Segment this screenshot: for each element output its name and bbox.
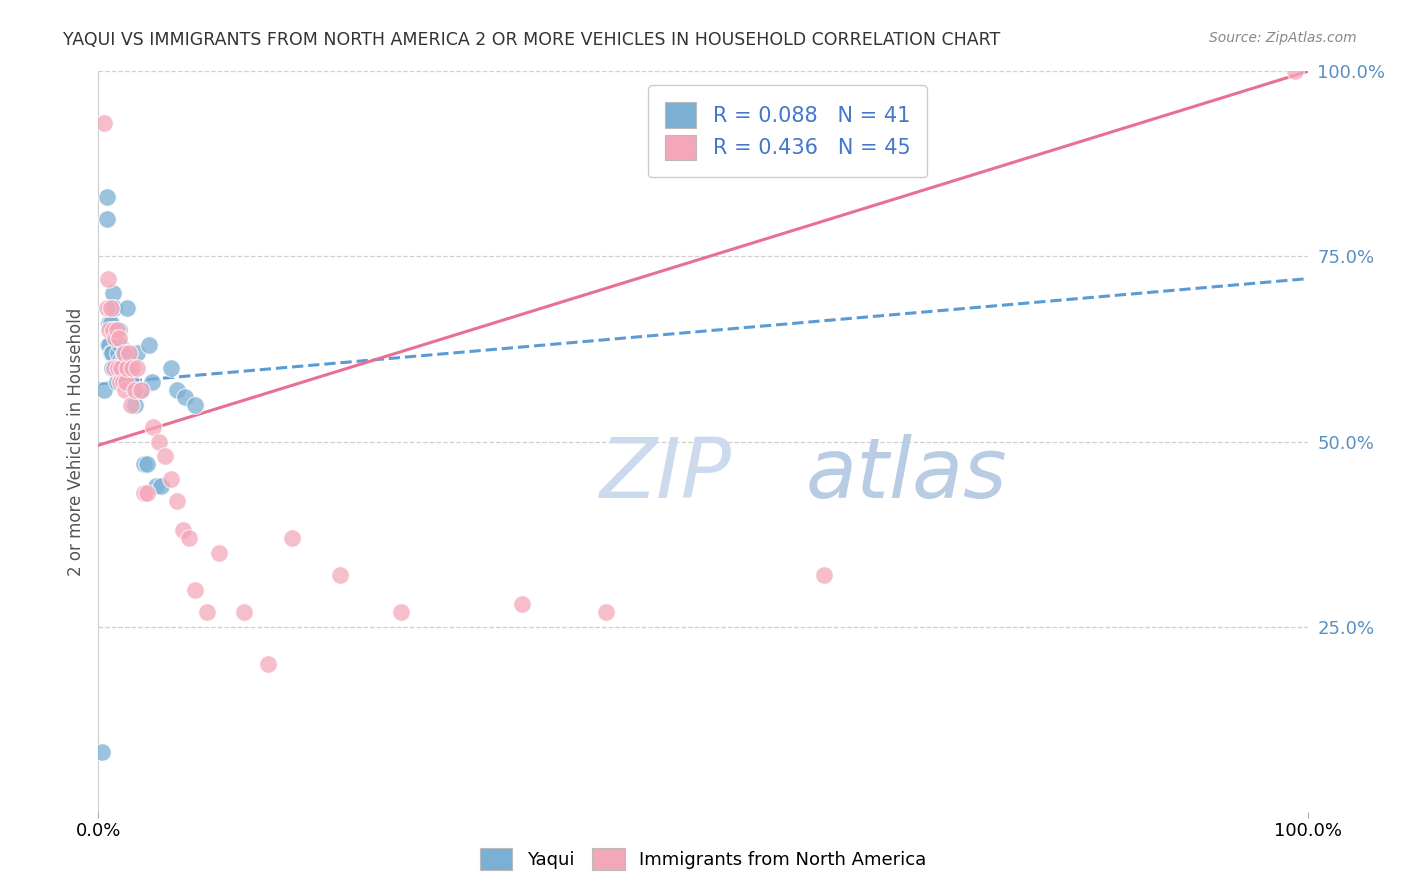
Point xyxy=(100,360,122,375)
Point xyxy=(166,493,188,508)
Point xyxy=(134,457,156,471)
Point xyxy=(108,338,131,352)
Point xyxy=(111,353,134,368)
Point xyxy=(281,531,304,545)
Point xyxy=(108,331,131,345)
Point xyxy=(108,376,131,390)
Point xyxy=(329,567,352,582)
Point xyxy=(108,353,131,368)
Point xyxy=(108,324,131,338)
Point xyxy=(111,376,134,390)
Text: atlas: atlas xyxy=(806,434,1008,516)
Point xyxy=(97,338,120,352)
Point xyxy=(510,598,533,612)
Point xyxy=(112,345,135,359)
Point xyxy=(166,383,188,397)
Point xyxy=(98,324,121,338)
Point xyxy=(127,360,149,375)
Point xyxy=(256,657,278,671)
Point xyxy=(104,331,127,345)
Legend: R = 0.088   N = 41, R = 0.436   N = 45: R = 0.088 N = 41, R = 0.436 N = 45 xyxy=(648,86,927,177)
Point xyxy=(184,582,207,597)
Point xyxy=(103,360,125,375)
Point xyxy=(93,383,115,397)
Point xyxy=(103,324,125,338)
Point xyxy=(179,531,201,545)
Text: YAQUI VS IMMIGRANTS FROM NORTH AMERICA 2 OR MORE VEHICLES IN HOUSEHOLD CORRELATI: YAQUI VS IMMIGRANTS FROM NORTH AMERICA 2… xyxy=(63,31,1001,49)
Point xyxy=(174,390,197,404)
Point xyxy=(100,316,122,330)
Point xyxy=(150,479,173,493)
Point xyxy=(101,324,124,338)
Point xyxy=(110,368,132,382)
Point xyxy=(100,345,122,359)
Point xyxy=(93,116,115,130)
Y-axis label: 2 or more Vehicles in Household: 2 or more Vehicles in Household xyxy=(66,308,84,575)
Point xyxy=(104,324,127,338)
Text: ZIP: ZIP xyxy=(600,434,733,516)
Point xyxy=(96,212,118,227)
Point xyxy=(117,360,139,375)
Point xyxy=(138,338,160,352)
Point xyxy=(120,398,142,412)
Point xyxy=(98,316,121,330)
Point xyxy=(112,345,135,359)
Point xyxy=(105,376,128,390)
Point xyxy=(96,190,118,204)
Point xyxy=(129,383,152,397)
Point xyxy=(96,301,118,316)
Point xyxy=(103,301,125,316)
Point xyxy=(115,360,138,375)
Point xyxy=(148,434,170,449)
Point xyxy=(142,419,165,434)
Point xyxy=(208,546,231,560)
Point xyxy=(153,450,176,464)
Point xyxy=(115,376,138,390)
Point xyxy=(389,605,412,619)
Point xyxy=(120,376,142,390)
Point xyxy=(105,324,128,338)
Point xyxy=(91,746,114,760)
Point xyxy=(195,605,218,619)
Point xyxy=(141,376,163,390)
Point xyxy=(145,479,167,493)
Point xyxy=(114,345,136,359)
Point xyxy=(98,338,121,352)
Point xyxy=(100,301,122,316)
Point xyxy=(232,605,254,619)
Point xyxy=(127,345,149,359)
Point xyxy=(117,301,139,316)
Legend: Yaqui, Immigrants from North America: Yaqui, Immigrants from North America xyxy=(472,840,934,877)
Point xyxy=(118,345,141,359)
Point xyxy=(124,398,146,412)
Point xyxy=(114,383,136,397)
Point xyxy=(135,486,157,500)
Point xyxy=(100,345,122,359)
Point xyxy=(107,360,129,375)
Point xyxy=(595,605,617,619)
Point xyxy=(134,486,156,500)
Point xyxy=(1284,64,1306,78)
Text: Source: ZipAtlas.com: Source: ZipAtlas.com xyxy=(1209,31,1357,45)
Point xyxy=(160,471,183,485)
Point xyxy=(107,345,129,359)
Point xyxy=(184,398,207,412)
Point xyxy=(121,360,143,375)
Point xyxy=(129,383,152,397)
Point xyxy=(135,457,157,471)
Point xyxy=(97,271,120,285)
Point xyxy=(172,524,194,538)
Point xyxy=(101,286,124,301)
Point xyxy=(110,360,132,375)
Point xyxy=(124,383,146,397)
Point xyxy=(160,360,183,375)
Point xyxy=(118,360,141,375)
Point xyxy=(813,567,835,582)
